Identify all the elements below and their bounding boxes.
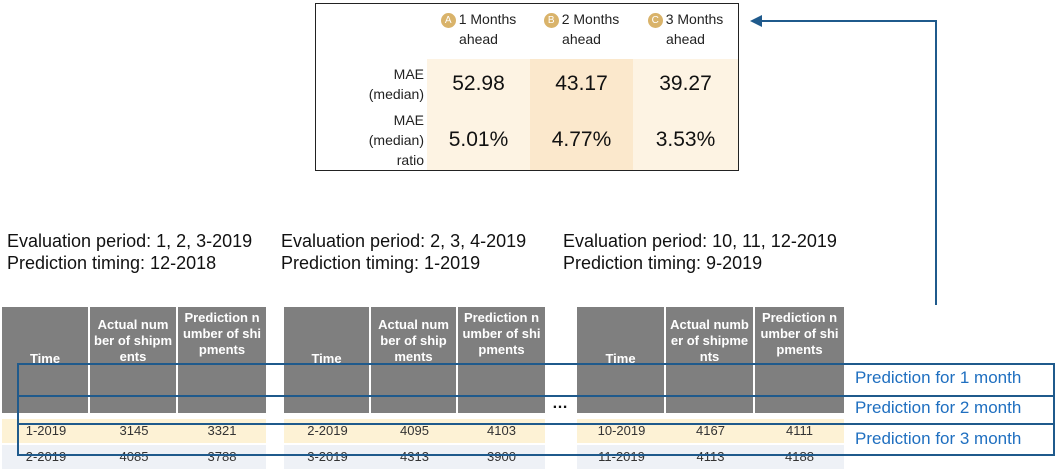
- mae-ratio-3-month: 3.53%: [633, 109, 738, 170]
- mae-ratio-1-month: 5.01%: [427, 109, 530, 170]
- mae-value-1-month: 52.98: [427, 59, 530, 109]
- mae-ratio-2-month: 4.77%: [530, 109, 633, 170]
- badge-b-icon: B: [543, 13, 559, 28]
- row-label-mae: MAE (median): [368, 66, 424, 102]
- prediction-label-2-month: Prediction for 2 month: [855, 398, 1022, 417]
- evaluation-text-2: Evaluation period: 2, 3, 4-2019 Predicti…: [281, 231, 527, 273]
- prediction-label-3-month: Prediction for 3 month: [855, 429, 1022, 448]
- ellipsis: …: [552, 395, 569, 412]
- row-label-mae-ratio: MAE (median) ratio: [368, 111, 424, 168]
- badge-c-icon: C: [647, 13, 663, 28]
- prediction-label-1-month: Prediction for 1 month: [855, 368, 1022, 387]
- mae-value-3-month: 39.27: [633, 59, 738, 109]
- prediction-box-3-month: [17, 423, 1055, 456]
- evaluation-text-3: Evaluation period: 10, 11, 12-2019 Predi…: [563, 231, 837, 273]
- badge-a-icon: A: [440, 13, 456, 28]
- evaluation-text-1: Evaluation period: 1, 2, 3-2019 Predicti…: [7, 231, 253, 273]
- mae-value-2-month: 43.17: [530, 59, 633, 109]
